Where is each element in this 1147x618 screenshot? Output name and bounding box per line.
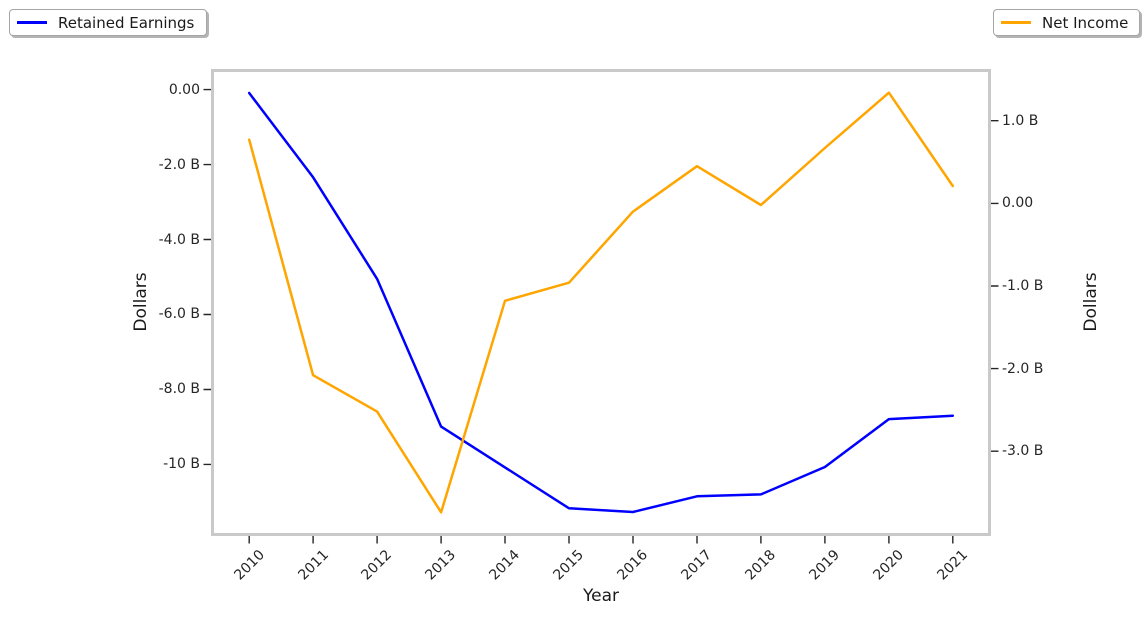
- legend-net-income: Net Income: [993, 9, 1140, 36]
- series-line-retained-earnings: [247, 91, 955, 514]
- series-line-net-income: [247, 91, 955, 514]
- y-left-tick-label: -4.0 B: [158, 231, 200, 248]
- y-left-tick-label: -6.0 B: [158, 306, 200, 323]
- y-right-tick-label: 1.0 B: [1002, 112, 1039, 129]
- y-right-tick-label: -3.0 B: [1002, 443, 1044, 460]
- axis-tick-marks: [203, 88, 999, 544]
- y-left-tick-label: 0.00: [168, 81, 200, 98]
- net-income-line-sample: [1001, 21, 1031, 24]
- y-right-tick-label: 0.00: [1002, 195, 1034, 212]
- y-axis-label-right: Dollars: [1081, 272, 1101, 332]
- legend-net-income-label: Net Income: [1042, 13, 1129, 32]
- y-left-tick-label: -8.0 B: [158, 381, 200, 398]
- legend-retained-earnings-label: Retained Earnings: [58, 13, 195, 32]
- retained-earnings-line-sample: [17, 21, 47, 24]
- x-axis-label: Year: [583, 586, 619, 606]
- y-left-tick-label: -10 B: [163, 456, 200, 473]
- plot-area-border: [211, 69, 991, 536]
- y-right-tick-label: -2.0 B: [1002, 360, 1044, 377]
- y-left-tick-label: -2.0 B: [158, 156, 200, 173]
- y-right-tick-label: -1.0 B: [1002, 277, 1044, 294]
- legend-retained-earnings: Retained Earnings: [9, 9, 207, 36]
